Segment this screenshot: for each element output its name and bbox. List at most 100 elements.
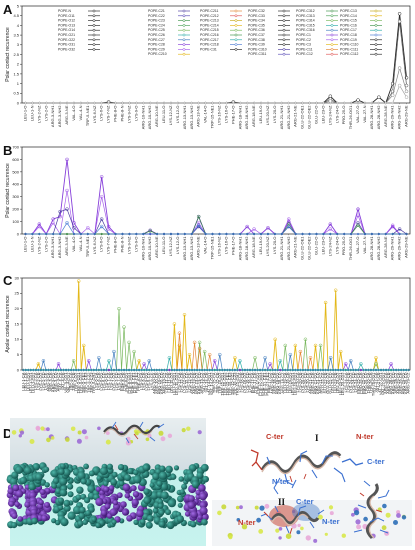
lipid-sphere bbox=[28, 483, 36, 491]
x-tick-label: ARG-13-CG bbox=[194, 373, 199, 395]
headgroup-bead bbox=[160, 436, 166, 442]
legend-entry: POPE-C31 bbox=[200, 47, 217, 51]
headgroup-bead bbox=[65, 437, 70, 442]
lipid-sphere bbox=[14, 465, 24, 474]
data-point bbox=[392, 368, 395, 372]
lipid-bead bbox=[259, 505, 265, 511]
data-point bbox=[384, 232, 387, 236]
headgroup-bead bbox=[145, 437, 150, 442]
y-tick-label: 0.5 bbox=[13, 91, 19, 96]
x-tick-label: LEU-19-CG bbox=[287, 373, 292, 394]
x-tick-label: TRP-5-CD2 bbox=[78, 372, 83, 394]
x-tick-label: ARG-13-NH2 bbox=[189, 236, 194, 261]
data-point bbox=[225, 101, 228, 105]
x-tick-label: TRP-5-CH2 bbox=[91, 372, 96, 394]
x-tick-label: LEU-23-CD1 bbox=[338, 372, 343, 396]
legend-swatch-marker bbox=[234, 14, 238, 18]
label-c-ter-3: C-ter bbox=[296, 497, 314, 506]
x-tick-label: LYS-7-NZ bbox=[106, 105, 111, 123]
lipid-sphere bbox=[14, 501, 20, 508]
data-point bbox=[97, 356, 101, 360]
headgroup-bead bbox=[158, 430, 164, 436]
legend-swatch-marker bbox=[92, 43, 96, 46]
legend-entry: POPE-O22 bbox=[58, 38, 75, 42]
lipid-sphere bbox=[17, 516, 24, 522]
headgroup-bead bbox=[186, 426, 191, 431]
y-tick-label: 4.5 bbox=[13, 13, 19, 18]
x-tick-label: LEU-19-O bbox=[258, 106, 263, 124]
data-point bbox=[218, 352, 222, 357]
lipid-bead bbox=[297, 523, 301, 528]
y-tick-label: 3.5 bbox=[13, 33, 19, 38]
x-tick-label: LYS-16-CE bbox=[247, 372, 252, 392]
lipid-sphere bbox=[95, 497, 104, 507]
data-point bbox=[377, 101, 380, 105]
data-point bbox=[377, 95, 381, 99]
data-point bbox=[407, 368, 410, 372]
lipid-sphere bbox=[149, 482, 155, 488]
data-point bbox=[324, 368, 327, 372]
x-tick-label: ARG-21-CD bbox=[315, 372, 320, 394]
x-tick-label: ARG-3-NH2 bbox=[57, 105, 62, 127]
x-tick-label: ARG-3-NH2 bbox=[57, 236, 62, 258]
lipid-sphere bbox=[136, 509, 144, 518]
x-tick-label: LYS-9-O bbox=[133, 106, 138, 121]
x-tick-label: ARG-18-CD bbox=[277, 372, 282, 394]
legend-swatch-marker bbox=[92, 33, 96, 37]
x-tick-label: PHE-17-CE2 bbox=[265, 372, 270, 396]
x-tick-label: VAL-27-CG1 bbox=[378, 372, 383, 395]
data-point bbox=[264, 368, 267, 372]
series-line bbox=[25, 66, 407, 104]
x-tick-label: GLU-22-CA bbox=[320, 372, 325, 393]
x-tick-label: TRP-5-CZ3 bbox=[88, 372, 93, 393]
data-point bbox=[356, 232, 360, 236]
data-point bbox=[142, 101, 145, 105]
data-point bbox=[404, 83, 409, 88]
x-tick-label: LYS-20-O bbox=[272, 237, 277, 255]
x-tick-label: LEU-19-CD2 bbox=[292, 372, 297, 396]
x-tick-label: ARG-10-NH1 bbox=[140, 105, 145, 130]
x-tick-label: GLU-22-CB bbox=[323, 372, 328, 393]
lipid-sphere bbox=[76, 486, 84, 494]
x-tick-label: PHE-8-CE2 bbox=[134, 372, 139, 394]
data-point bbox=[301, 232, 304, 236]
x-tick-label: LYS-12-CE bbox=[187, 372, 192, 392]
data-point bbox=[344, 362, 348, 366]
lipid-sphere bbox=[104, 503, 111, 510]
data-point bbox=[397, 66, 402, 70]
data-point bbox=[196, 221, 201, 225]
data-point bbox=[117, 368, 121, 372]
data-point bbox=[336, 232, 339, 236]
data-point bbox=[276, 368, 279, 372]
data-point bbox=[322, 101, 325, 105]
data-point bbox=[356, 101, 360, 105]
x-tick-label: LEU-23-O bbox=[320, 237, 325, 255]
legend-swatch-marker bbox=[182, 28, 186, 32]
lipid-sphere bbox=[177, 502, 183, 508]
data-point bbox=[213, 359, 217, 363]
series-line bbox=[25, 159, 407, 235]
y-tick-label: 0 bbox=[17, 231, 20, 236]
data-point bbox=[121, 232, 124, 236]
y-tick-label: 10 bbox=[15, 337, 20, 342]
data-point bbox=[218, 101, 221, 105]
data-point bbox=[211, 368, 214, 372]
lipid-sphere bbox=[190, 510, 198, 519]
x-tick-label: LYS-16-CA bbox=[237, 372, 242, 392]
lipid-sphere bbox=[165, 509, 172, 516]
lipid-sphere bbox=[78, 512, 86, 520]
x-tick-label: VAL-14-O bbox=[203, 237, 208, 255]
x-tick-label: PRO-25-CG bbox=[360, 373, 365, 395]
lipid-sphere bbox=[133, 475, 142, 484]
data-point bbox=[128, 232, 131, 236]
data-point bbox=[169, 101, 173, 105]
y-tick-label: 300 bbox=[12, 194, 19, 199]
data-point bbox=[374, 362, 378, 366]
legend-entry: POPE-C29 bbox=[148, 47, 165, 51]
x-tick-label: TRP-15-CZ3 bbox=[232, 372, 237, 395]
x-tick-label: ARG-3-CZ bbox=[56, 372, 61, 391]
data-point bbox=[377, 368, 380, 372]
data-point bbox=[125, 368, 128, 372]
y-tick-label: 2.5 bbox=[13, 52, 19, 57]
lipid-sphere bbox=[79, 506, 86, 514]
